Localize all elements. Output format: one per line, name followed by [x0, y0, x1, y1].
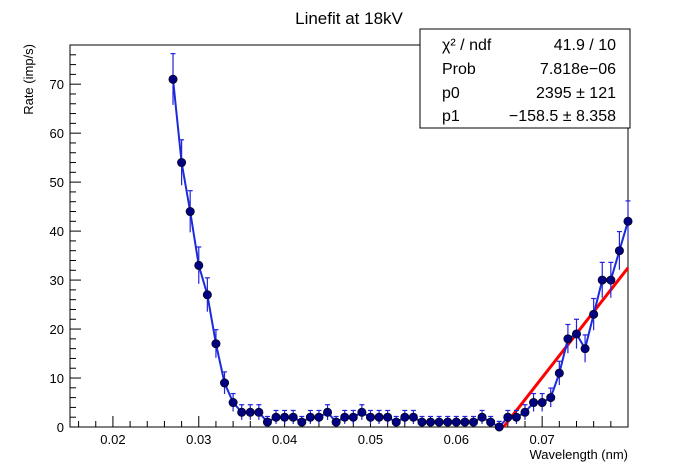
data-point: [580, 344, 590, 354]
data-point: [460, 417, 470, 427]
data-point: [520, 407, 530, 417]
x-tick-label: 0.02: [100, 432, 125, 447]
data-point: [383, 412, 393, 422]
data-point: [614, 246, 624, 256]
data-point: [271, 412, 281, 422]
data-point: [348, 412, 358, 422]
data-point: [434, 417, 444, 427]
y-tick-label: 0: [57, 420, 64, 435]
data-point: [443, 417, 453, 427]
data-point: [546, 393, 556, 403]
data-point: [254, 407, 264, 417]
data-point: [589, 309, 599, 319]
data-point: [220, 378, 230, 388]
y-tick-label: 30: [50, 273, 64, 288]
data-point: [177, 158, 187, 168]
data-point: [477, 412, 487, 422]
data-point: [305, 412, 315, 422]
data-point: [168, 74, 178, 84]
data-point: [537, 398, 547, 408]
y-axis-label: Rate (imp/s): [21, 44, 36, 115]
stats-label-chi2: χ² / ndf: [442, 37, 492, 54]
x-axis-label: Wavelength (nm): [530, 447, 629, 462]
x-tick-label: 0.07: [529, 432, 554, 447]
data-point: [571, 329, 581, 339]
stats-value-p0: 2395 ± 121: [536, 85, 616, 102]
data-point: [511, 412, 521, 422]
data-point: [228, 398, 238, 408]
y-tick-label: 10: [50, 371, 64, 386]
data-point: [597, 275, 607, 285]
data-points: [168, 74, 633, 432]
y-tick-label: 70: [50, 77, 64, 92]
y-tick-label: 50: [50, 175, 64, 190]
data-point: [400, 412, 410, 422]
data-point: [503, 412, 513, 422]
stats-box: χ² / ndf 41.9 / 10 Prob 7.818e−06 p0 239…: [419, 28, 631, 129]
data-point: [245, 407, 255, 417]
data-point: [365, 412, 375, 422]
data-point: [185, 207, 195, 217]
stats-label-p1: p1: [442, 108, 460, 125]
chart-title: Linefit at 18kV: [295, 9, 403, 28]
data-point: [288, 412, 298, 422]
x-tick-label: 0.04: [272, 432, 297, 447]
stats-value-p1: −158.5 ± 8.358: [509, 108, 616, 125]
data-point: [374, 412, 384, 422]
data-point: [494, 422, 504, 432]
data-point: [563, 334, 573, 344]
data-point: [451, 417, 461, 427]
data-point: [202, 290, 212, 300]
data-point: [314, 412, 324, 422]
data-point: [554, 368, 564, 378]
x-tick-label: 0.03: [186, 432, 211, 447]
data-point: [323, 407, 333, 417]
stats-value-chi2: 41.9 / 10: [554, 37, 616, 54]
y-tick-label: 40: [50, 224, 64, 239]
data-point: [194, 260, 204, 270]
stats-label-prob: Prob: [442, 61, 476, 78]
data-point: [486, 417, 496, 427]
data-point: [340, 412, 350, 422]
stats-label-p0: p0: [442, 85, 460, 102]
data-point: [391, 417, 401, 427]
data-point: [262, 417, 272, 427]
data-point: [606, 275, 616, 285]
data-point: [426, 417, 436, 427]
data-point: [280, 412, 290, 422]
data-point: [417, 417, 427, 427]
data-point: [529, 398, 539, 408]
stats-value-prob: 7.818e−06: [540, 61, 616, 78]
data-point: [408, 412, 418, 422]
y-axis: 0 10 20 30 40 50 60 70: [50, 54, 81, 435]
stats-box-frame: [419, 28, 631, 129]
y-tick-label: 20: [50, 322, 64, 337]
data-point: [357, 407, 367, 417]
data-point: [297, 417, 307, 427]
data-point: [623, 216, 633, 226]
data-point: [237, 407, 247, 417]
x-tick-label: 0.06: [444, 432, 469, 447]
x-tick-label: 0.05: [358, 432, 383, 447]
data-point: [468, 417, 478, 427]
y-tick-label: 60: [50, 126, 64, 141]
data-point: [211, 339, 221, 349]
data-point: [331, 417, 341, 427]
